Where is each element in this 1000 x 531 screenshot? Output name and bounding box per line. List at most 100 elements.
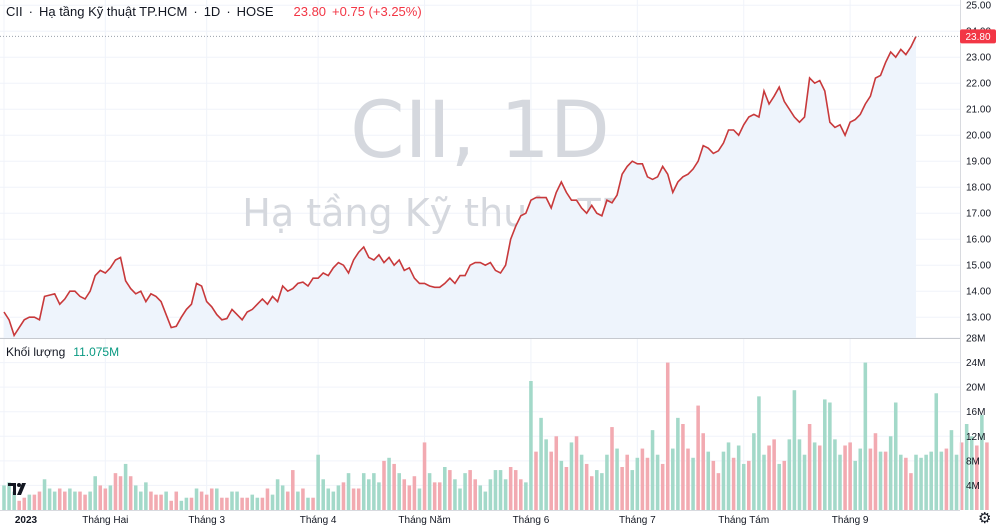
volume-axis[interactable]: 4M 8M 12M 16M 20M 24M 28M — [966, 334, 985, 492]
volume-bar — [665, 362, 670, 510]
volume-bar — [498, 470, 503, 510]
volume-bar — [220, 497, 224, 510]
volume-bar — [539, 417, 543, 510]
price-tick-label: 20.00 — [966, 131, 991, 142]
time-tick-label: Tháng Năm — [398, 515, 450, 526]
volume-bar — [316, 454, 320, 510]
volume-bar — [422, 442, 427, 510]
volume-bar — [919, 457, 923, 510]
volume-bar — [671, 448, 675, 510]
volume-bar — [184, 497, 189, 510]
watermark-symbol: CII, 1D — [350, 86, 610, 176]
volume-bar — [772, 439, 776, 510]
time-axis[interactable]: 2023 Tháng Hai Tháng 3 Tháng 4 Tháng Năm Thán… — [15, 515, 869, 526]
volume-tick-label: 12M — [966, 432, 985, 443]
price-tick-label: 17.00 — [966, 209, 991, 220]
volume-bar — [432, 482, 437, 510]
volume-bar — [387, 457, 391, 510]
volume-bar — [873, 433, 878, 510]
volume-bar — [579, 454, 584, 510]
volume-bar — [757, 396, 761, 510]
price-axis[interactable]: 13.00 14.00 15.00 16.00 17.00 18.00 19.00 20.00… — [966, 1, 991, 324]
volume-bar — [22, 497, 27, 510]
interval-label[interactable]: 1D — [203, 4, 221, 19]
volume-bar — [412, 476, 417, 510]
volume-bar — [701, 433, 705, 510]
volume-bar — [858, 448, 863, 510]
volume-bar — [478, 485, 483, 510]
volume-bar — [706, 451, 711, 510]
volume-label[interactable]: Khối lượng — [6, 345, 66, 359]
volume-bar — [655, 454, 660, 510]
volume-bar — [280, 485, 285, 510]
volume-bar — [427, 473, 432, 510]
volume-bar — [336, 485, 341, 510]
volume-bar — [437, 482, 442, 510]
price-tick-label: 18.00 — [966, 183, 991, 194]
volume-bar — [174, 491, 179, 510]
volume-bar — [7, 482, 11, 510]
volume-bar — [868, 448, 873, 510]
volume-bar — [407, 485, 412, 510]
volume-bar — [767, 445, 771, 510]
volume-bar — [32, 494, 37, 510]
volume-bar — [812, 442, 817, 510]
symbol-label[interactable]: CII — [6, 4, 23, 19]
volume-bar — [686, 448, 690, 510]
time-tick-label: Tháng 3 — [188, 515, 225, 526]
volume-bar — [802, 454, 807, 510]
volume-tick-label: 28M — [966, 334, 985, 345]
price-line — [3, 36, 917, 338]
gear-icon[interactable]: ⚙ — [978, 510, 992, 527]
volume-bar — [904, 457, 908, 510]
volume-bar — [650, 430, 655, 510]
volume-bar — [534, 451, 538, 510]
volume-bars — [2, 362, 989, 510]
volume-bar — [382, 460, 386, 510]
volume-bar — [331, 491, 336, 510]
price-tick-label: 19.00 — [966, 157, 991, 168]
volume-bar — [83, 494, 87, 510]
volume-bar — [980, 414, 984, 510]
volume-bar — [731, 457, 736, 510]
volume-bar — [321, 479, 325, 510]
volume-bar — [356, 488, 361, 510]
volume-bar — [640, 448, 645, 510]
volume-bar — [696, 405, 700, 510]
volume-bar — [397, 473, 401, 510]
price-tick-label: 13.00 — [966, 313, 991, 324]
volume-bar — [483, 491, 488, 510]
volume-bar — [27, 494, 32, 510]
tradingview-logo-icon[interactable] — [8, 482, 28, 496]
volume-bar — [635, 457, 640, 510]
exchange-label: HOSE — [236, 4, 274, 19]
volume-bar — [443, 467, 447, 510]
volume-bar — [630, 470, 635, 510]
volume-tick-label: 16M — [966, 407, 985, 418]
volume-bar — [458, 488, 462, 510]
volume-bar — [108, 485, 113, 510]
volume-bar — [503, 479, 508, 510]
volume-bar — [681, 424, 685, 510]
volume-bar — [133, 485, 138, 510]
volume-tick-label: 8M — [966, 456, 980, 467]
volume-bar — [660, 463, 665, 510]
volume-bar — [574, 436, 579, 510]
volume-bar — [899, 454, 903, 510]
volume-bar — [2, 485, 6, 510]
volume-bar — [909, 473, 913, 510]
volume-bar — [600, 473, 604, 510]
price-tick-label: 21.00 — [966, 105, 991, 116]
volume-bar — [524, 482, 528, 510]
separator-dot: · — [193, 4, 198, 19]
volume-bar — [934, 393, 939, 510]
time-tick-label: Tháng 7 — [619, 515, 656, 526]
volume-bar — [301, 488, 305, 510]
volume-bar — [691, 457, 695, 510]
volume-bar — [949, 430, 954, 510]
volume-bar — [610, 427, 614, 510]
volume-bar — [595, 470, 599, 510]
volume-bar — [250, 494, 255, 510]
volume-bar — [676, 417, 680, 510]
